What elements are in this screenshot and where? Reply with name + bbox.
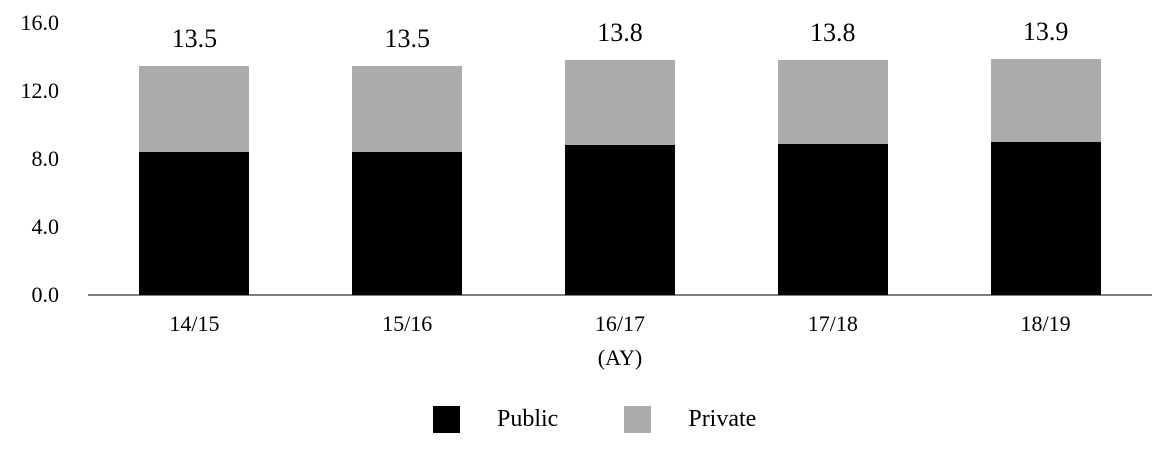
stacked-bar — [777, 60, 888, 295]
y-tick-label: 8.0 — [31, 146, 60, 171]
y-tick-label: 4.0 — [31, 214, 60, 239]
bar-segment-private — [564, 60, 675, 146]
x-tick-label: 16/17 — [594, 311, 646, 336]
x-tick-label: 17/18 — [807, 311, 858, 336]
bar-segment-private — [990, 58, 1101, 142]
bar-segment-public — [777, 143, 888, 295]
y-tick-label: 16.0 — [20, 10, 60, 35]
bar-column: 13.8 16/17 — [514, 0, 727, 466]
y-tick-label: 0.0 — [31, 282, 60, 307]
bar-total-label: 13.8 — [597, 18, 643, 48]
bar-column: 13.9 18/19 — [939, 0, 1152, 466]
x-axis-line — [88, 294, 1152, 296]
legend-label-private: Private — [688, 406, 757, 432]
bar-total-label: 13.8 — [810, 18, 856, 48]
stacked-bar — [564, 60, 675, 295]
bar-segment-private — [352, 65, 463, 153]
stacked-bar — [139, 65, 250, 296]
bar-segment-public — [352, 152, 463, 295]
x-tick-label: 15/16 — [382, 311, 433, 336]
stacked-bar — [352, 65, 463, 296]
bar-segment-public — [564, 145, 675, 295]
bar-column: 13.5 14/15 — [88, 0, 301, 466]
bar-total-label: 13.9 — [1022, 16, 1069, 46]
x-tick-label: 18/19 — [1020, 311, 1071, 336]
x-axis-title: (AY) — [597, 345, 643, 370]
bar-column: 13.5 15/16 — [301, 0, 514, 466]
stacked-bar — [990, 58, 1101, 295]
legend-swatch-private — [624, 406, 652, 433]
bar-segment-private — [139, 65, 250, 153]
bar-total-label: 13.5 — [171, 23, 218, 53]
legend-label-public: Public — [497, 406, 559, 432]
bar-segment-private — [777, 60, 888, 144]
bar-total-label: 13.5 — [384, 23, 430, 53]
chart-legend: Public Private — [433, 406, 756, 433]
bar-segment-public — [990, 141, 1101, 295]
legend-swatch-public — [433, 406, 460, 433]
bar-column: 13.8 17/18 — [726, 0, 939, 466]
y-tick-label: 12.0 — [20, 78, 60, 103]
bar-segment-public — [139, 152, 250, 295]
x-tick-label: 14/15 — [169, 311, 220, 336]
